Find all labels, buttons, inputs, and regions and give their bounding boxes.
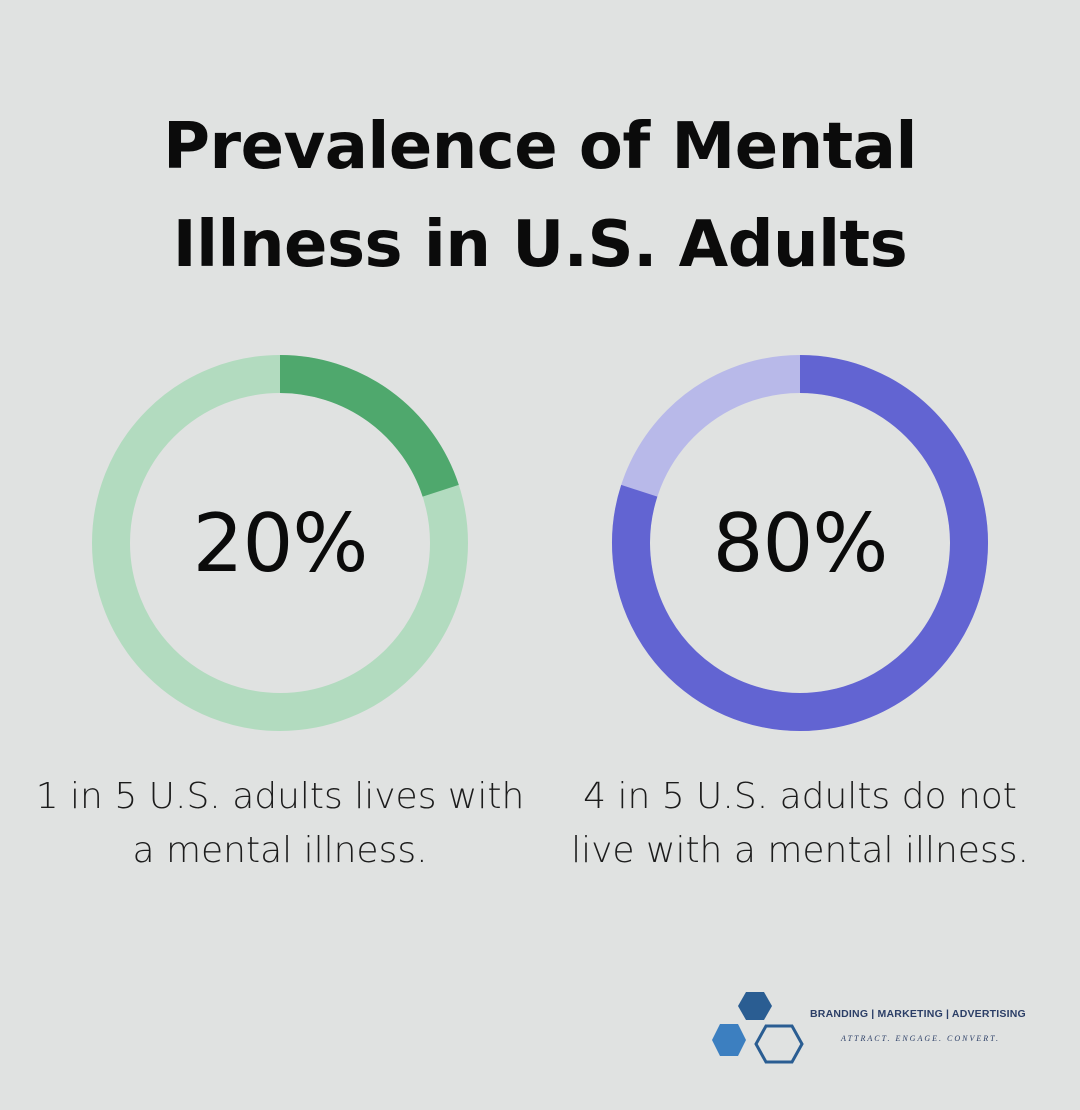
hexagon-logo-icon: [712, 992, 804, 1064]
hexagon-left-icon: [712, 1024, 746, 1056]
percent-label-left: 20%: [192, 496, 369, 590]
chart-title: Prevalence of Mental Illness in U.S. Adu…: [0, 98, 1080, 294]
donut-arc-left: [279, 355, 459, 498]
donut-chart-left: 20%: [90, 353, 470, 733]
caption-right-line-2: live with a mental illness.: [571, 830, 1029, 871]
caption-left-line-1: 1 in 5 U.S. adults lives with: [35, 776, 525, 817]
donut-arc-right: [612, 355, 988, 731]
caption-left-line-2: a mental illness.: [132, 830, 428, 871]
brand-logo: BRANDING | MARKETING | ADVERTISING ATTRA…: [708, 990, 1048, 1070]
caption-right-line-1: 4 in 5 U.S. adults do not: [583, 776, 1017, 817]
caption-left: 1 in 5 U.S. adults lives with a mental i…: [20, 770, 540, 878]
logo-tagline-secondary: ATTRACT. ENGAGE. CONVERT.: [841, 1034, 1000, 1043]
chart-title-line-2: Illness in U.S. Adults: [172, 208, 908, 282]
hexagon-top-icon: [738, 992, 772, 1020]
donut-chart-right: 80%: [610, 353, 990, 733]
chart-title-line-1: Prevalence of Mental: [163, 110, 917, 184]
logo-tagline-primary: BRANDING | MARKETING | ADVERTISING: [810, 1008, 1026, 1020]
donut-svg-right: [612, 355, 988, 731]
caption-right: 4 in 5 U.S. adults do not live with a me…: [540, 770, 1060, 878]
hexagon-outline-icon: [754, 1024, 804, 1064]
donut-svg-left: [92, 355, 468, 731]
percent-label-right: 80%: [712, 496, 889, 590]
